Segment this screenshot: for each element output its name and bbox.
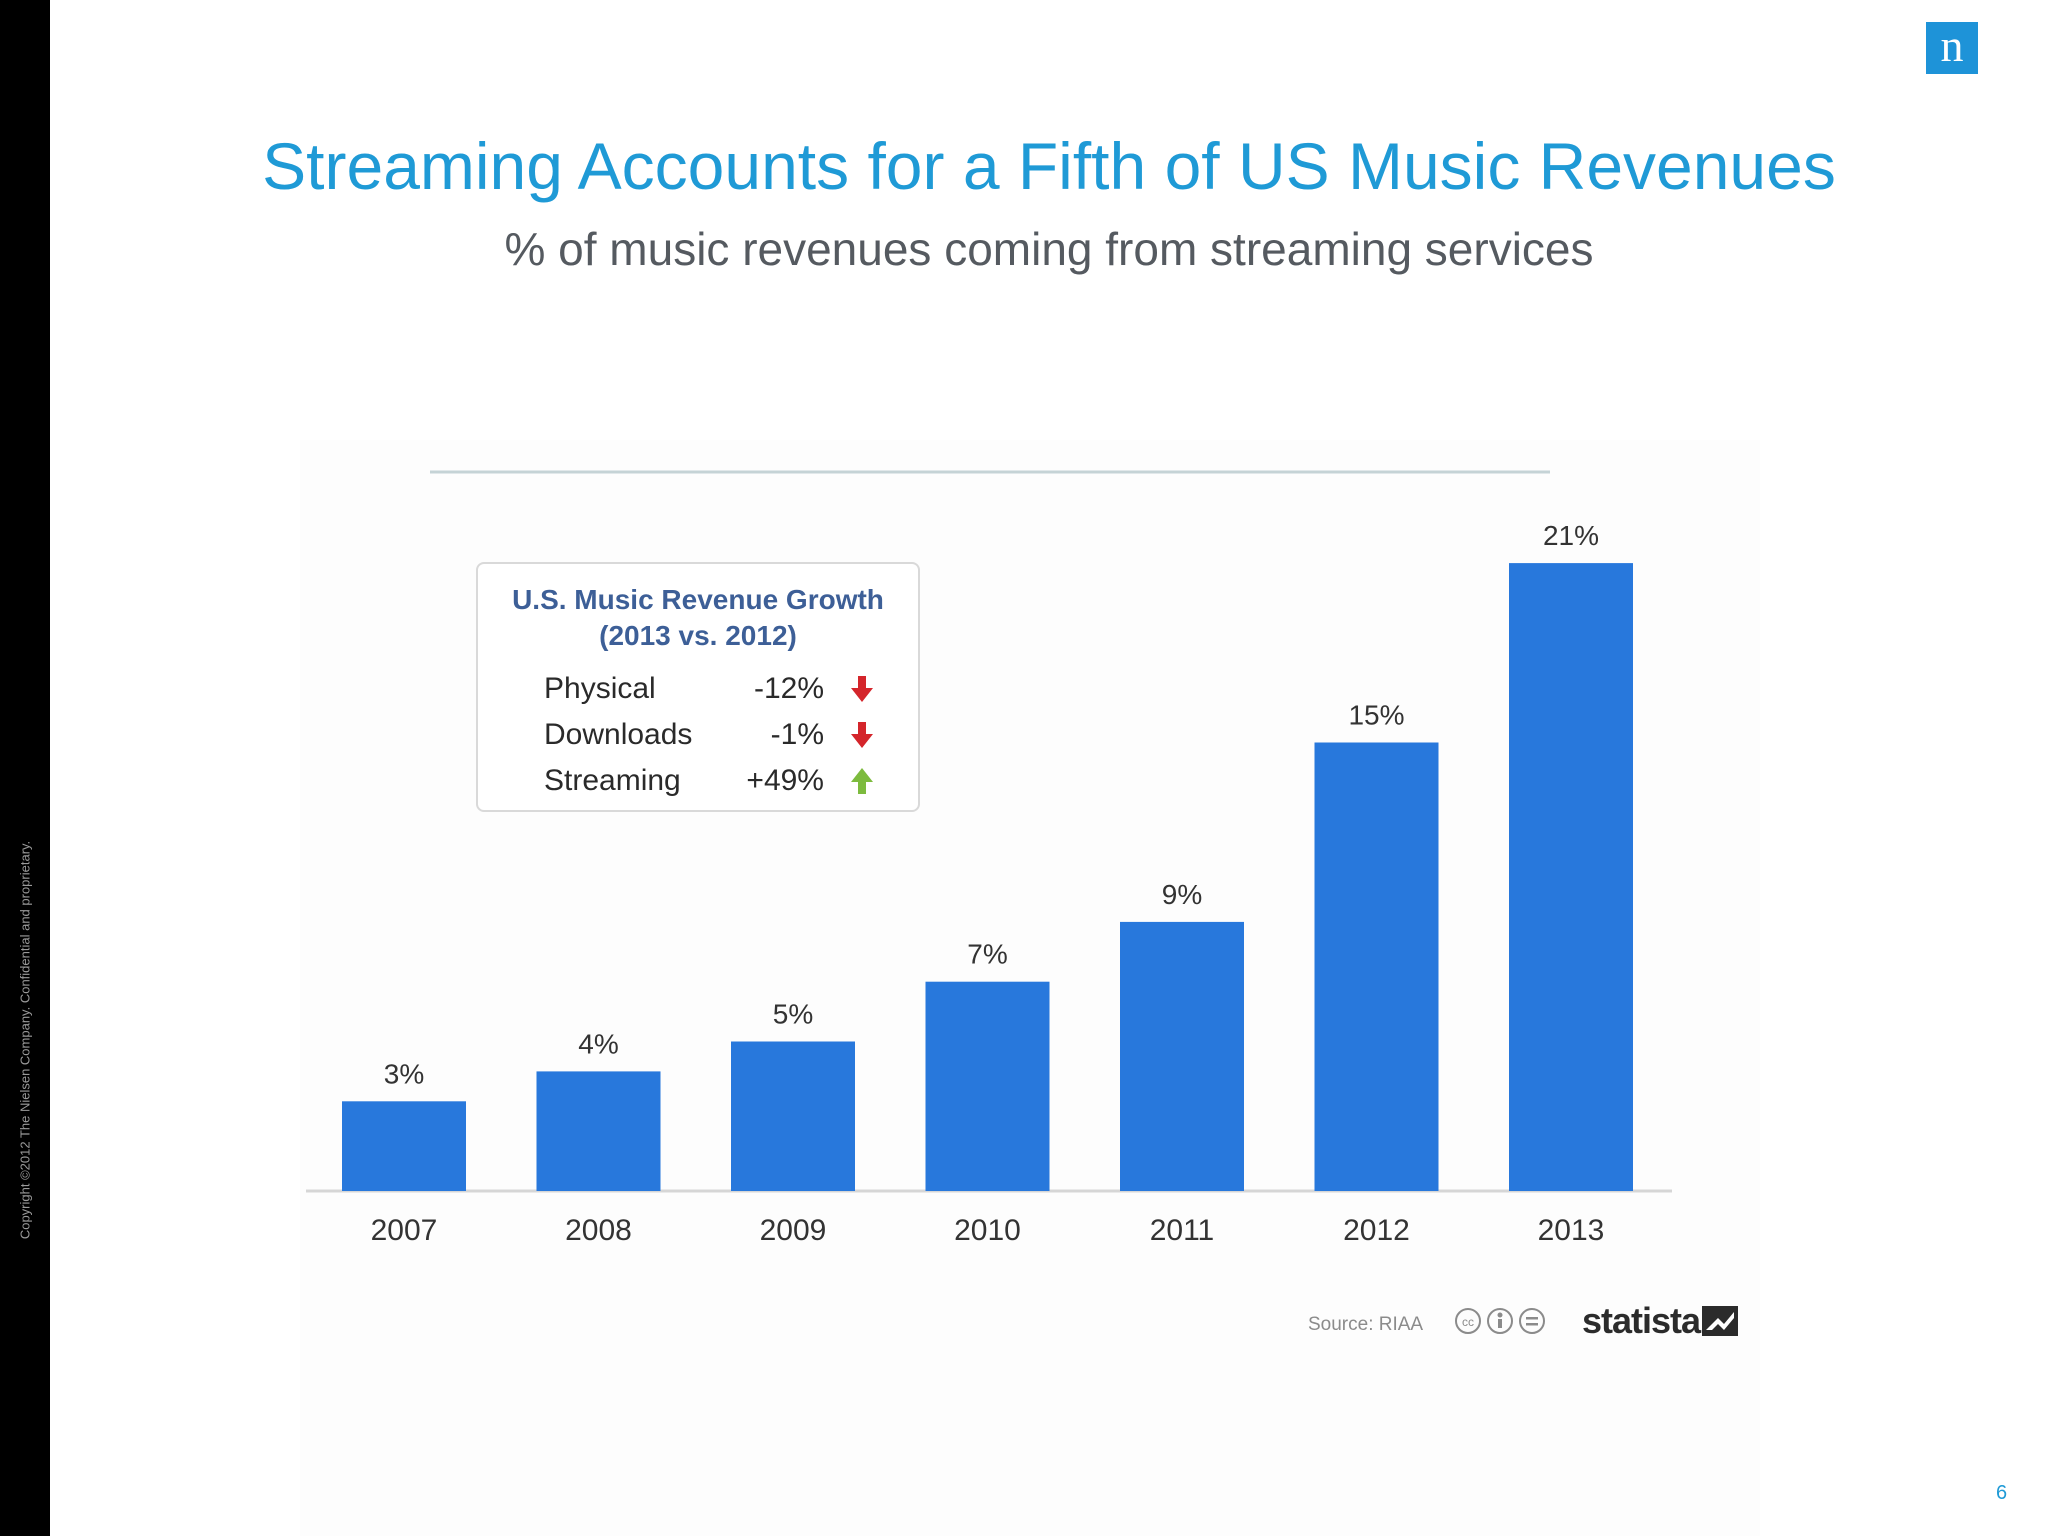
- logo-letter: n: [1940, 20, 1964, 71]
- x-tick-label-2011: 2011: [1150, 1214, 1215, 1247]
- x-tick-label-2012: 2012: [1343, 1214, 1410, 1247]
- bar-chart: 3% 2007 4% 2008 5% 2009 7% 2010 9% 2011 15% 2012 21%…: [306, 470, 1672, 1247]
- statista-logo-icon: [1702, 1306, 1738, 1336]
- bar-2008: [536, 1071, 661, 1191]
- value-label-2007: 3%: [384, 1058, 424, 1089]
- copyright-text: Copyright ©2012 The Nielsen Company. Con…: [17, 840, 33, 1240]
- arrow-down-icon: [851, 722, 873, 748]
- growth-row-label: Downloads: [544, 718, 693, 751]
- growth-row-streaming: Streaming +49%: [544, 764, 884, 804]
- growth-title-line1: U.S. Music Revenue Growth: [512, 584, 884, 615]
- value-label-2011: 9%: [1162, 879, 1202, 910]
- growth-row-value: -1%: [770, 718, 824, 751]
- growth-row-downloads: Downloads -1%: [544, 718, 884, 758]
- value-label-2013: 21%: [1543, 520, 1599, 551]
- value-label-2008: 4%: [578, 1028, 618, 1059]
- x-tick-label-2008: 2008: [565, 1214, 632, 1247]
- growth-row-value: -12%: [753, 672, 824, 705]
- bar-2012: [1314, 742, 1439, 1191]
- growth-row-label: Physical: [544, 672, 656, 705]
- nielsen-logo: n: [1926, 22, 1978, 74]
- growth-row-physical: Physical -12%: [544, 672, 884, 712]
- bar-2013: [1509, 563, 1633, 1191]
- bar-2011: [1120, 921, 1244, 1191]
- growth-row-value: +49%: [746, 764, 824, 797]
- growth-summary-box: U.S. Music Revenue Growth (2013 vs. 2012…: [476, 562, 920, 812]
- side-bar: [0, 0, 50, 1536]
- bar-2009: [731, 1041, 855, 1191]
- slide-subtitle: % of music revenues coming from streamin…: [504, 223, 1594, 275]
- statista-brand: statista: [1582, 1300, 1701, 1341]
- bars-group: 3% 2007 4% 2008 5% 2009 7% 2010 9% 2011 15% 2012 21%…: [342, 520, 1633, 1247]
- value-label-2012: 15%: [1348, 700, 1404, 731]
- value-label-2010: 7%: [967, 939, 1007, 970]
- growth-title-line2: (2013 vs. 2012): [599, 620, 797, 651]
- value-label-2009: 5%: [773, 999, 813, 1030]
- growth-row-label: Streaming: [544, 764, 681, 797]
- arrow-up-icon: [851, 768, 873, 794]
- creative-commons-icon: cc: [1455, 1308, 1545, 1334]
- page-number: 6: [1996, 1482, 2008, 1504]
- x-tick-label-2013: 2013: [1538, 1214, 1605, 1247]
- bar-2010: [925, 981, 1050, 1191]
- x-tick-label-2009: 2009: [760, 1214, 827, 1247]
- slide-title: Streaming Accounts for a Fifth of US Mus…: [262, 129, 1836, 203]
- source-attribution: Source: RIAA cc statista: [1306, 1300, 1746, 1341]
- x-tick-label-2010: 2010: [954, 1214, 1021, 1247]
- svg-text:cc: cc: [1462, 1315, 1474, 1329]
- source-text: Source: RIAA: [1308, 1314, 1424, 1335]
- growth-box-title: U.S. Music Revenue Growth (2013 vs. 2012…: [478, 582, 918, 654]
- x-tick-label-2007: 2007: [371, 1214, 438, 1247]
- bar-2007: [342, 1101, 466, 1191]
- arrow-down-icon: [851, 676, 873, 702]
